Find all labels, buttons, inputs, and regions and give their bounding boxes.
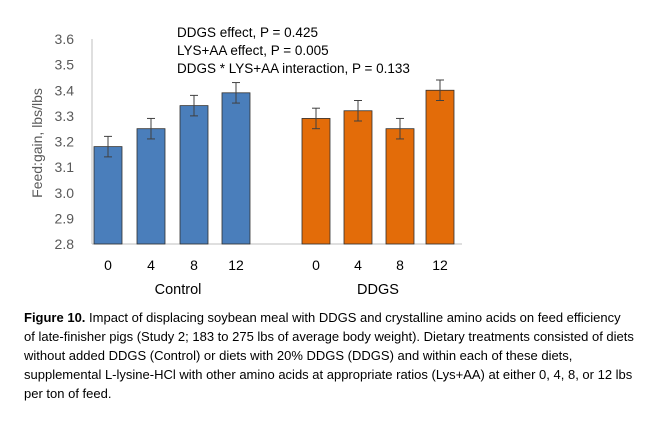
y-tick-label: 3.3 [55, 108, 75, 124]
feed-gain-bar-chart: Feed:gain, lbs/lbs 2.8 2.9 3.0 3.1 3.2 3.3 3.4… [29, 25, 462, 298]
y-axis-label: Feed:gain, lbs/lbs [29, 88, 45, 198]
bar-ddgs-12 [425, 89, 455, 245]
group-labels: Control DDGS [155, 282, 399, 298]
caption-label: Figure 10. [24, 310, 86, 325]
bar-ddgs-4 [343, 110, 373, 245]
x-tick-label: 4 [147, 257, 155, 273]
y-axis-ticks: 2.8 2.9 3.0 3.1 3.2 3.3 3.4 3.5 3.6 [55, 31, 75, 252]
x-axis-ticks: 0 4 8 12 0 4 8 12 [104, 257, 448, 273]
caption-text: Impact of displacing soybean meal with D… [24, 310, 634, 401]
x-tick-label: 0 [104, 257, 112, 273]
y-tick-label: 2.9 [55, 210, 75, 226]
bar-control-8 [179, 105, 209, 245]
x-tick-label: 12 [228, 257, 244, 273]
group-label-control: Control [155, 282, 202, 298]
bar-control-12 [221, 92, 251, 245]
x-tick-label: 4 [354, 257, 362, 273]
bar-control-0 [93, 146, 123, 245]
y-tick-label: 3.4 [55, 82, 75, 98]
figure-caption: Figure 10. Impact of displacing soybean … [24, 308, 634, 403]
y-tick-label: 3.0 [55, 185, 75, 201]
annotation-lys-aa-effect: LYS+AA effect, P = 0.005 [177, 43, 329, 58]
bars [93, 79, 455, 245]
x-tick-label: 8 [396, 257, 404, 273]
x-tick-label: 8 [190, 257, 198, 273]
annotation-ddgs-effect: DDGS effect, P = 0.425 [177, 25, 318, 40]
bar-ddgs-8 [385, 128, 415, 245]
annotations: DDGS effect, P = 0.425 LYS+AA effect, P … [177, 25, 410, 76]
y-tick-label: 3.6 [55, 31, 75, 47]
annotation-interaction: DDGS * LYS+AA interaction, P = 0.133 [177, 61, 410, 76]
bar-control-4 [136, 128, 166, 245]
y-tick-label: 3.1 [55, 159, 75, 175]
x-tick-label: 12 [432, 257, 448, 273]
y-tick-label: 2.8 [55, 236, 75, 252]
bar-ddgs-0 [301, 118, 331, 245]
y-tick-label: 3.5 [55, 57, 75, 73]
x-tick-label: 0 [312, 257, 320, 273]
group-label-ddgs: DDGS [357, 282, 399, 298]
y-tick-label: 3.2 [55, 134, 75, 150]
